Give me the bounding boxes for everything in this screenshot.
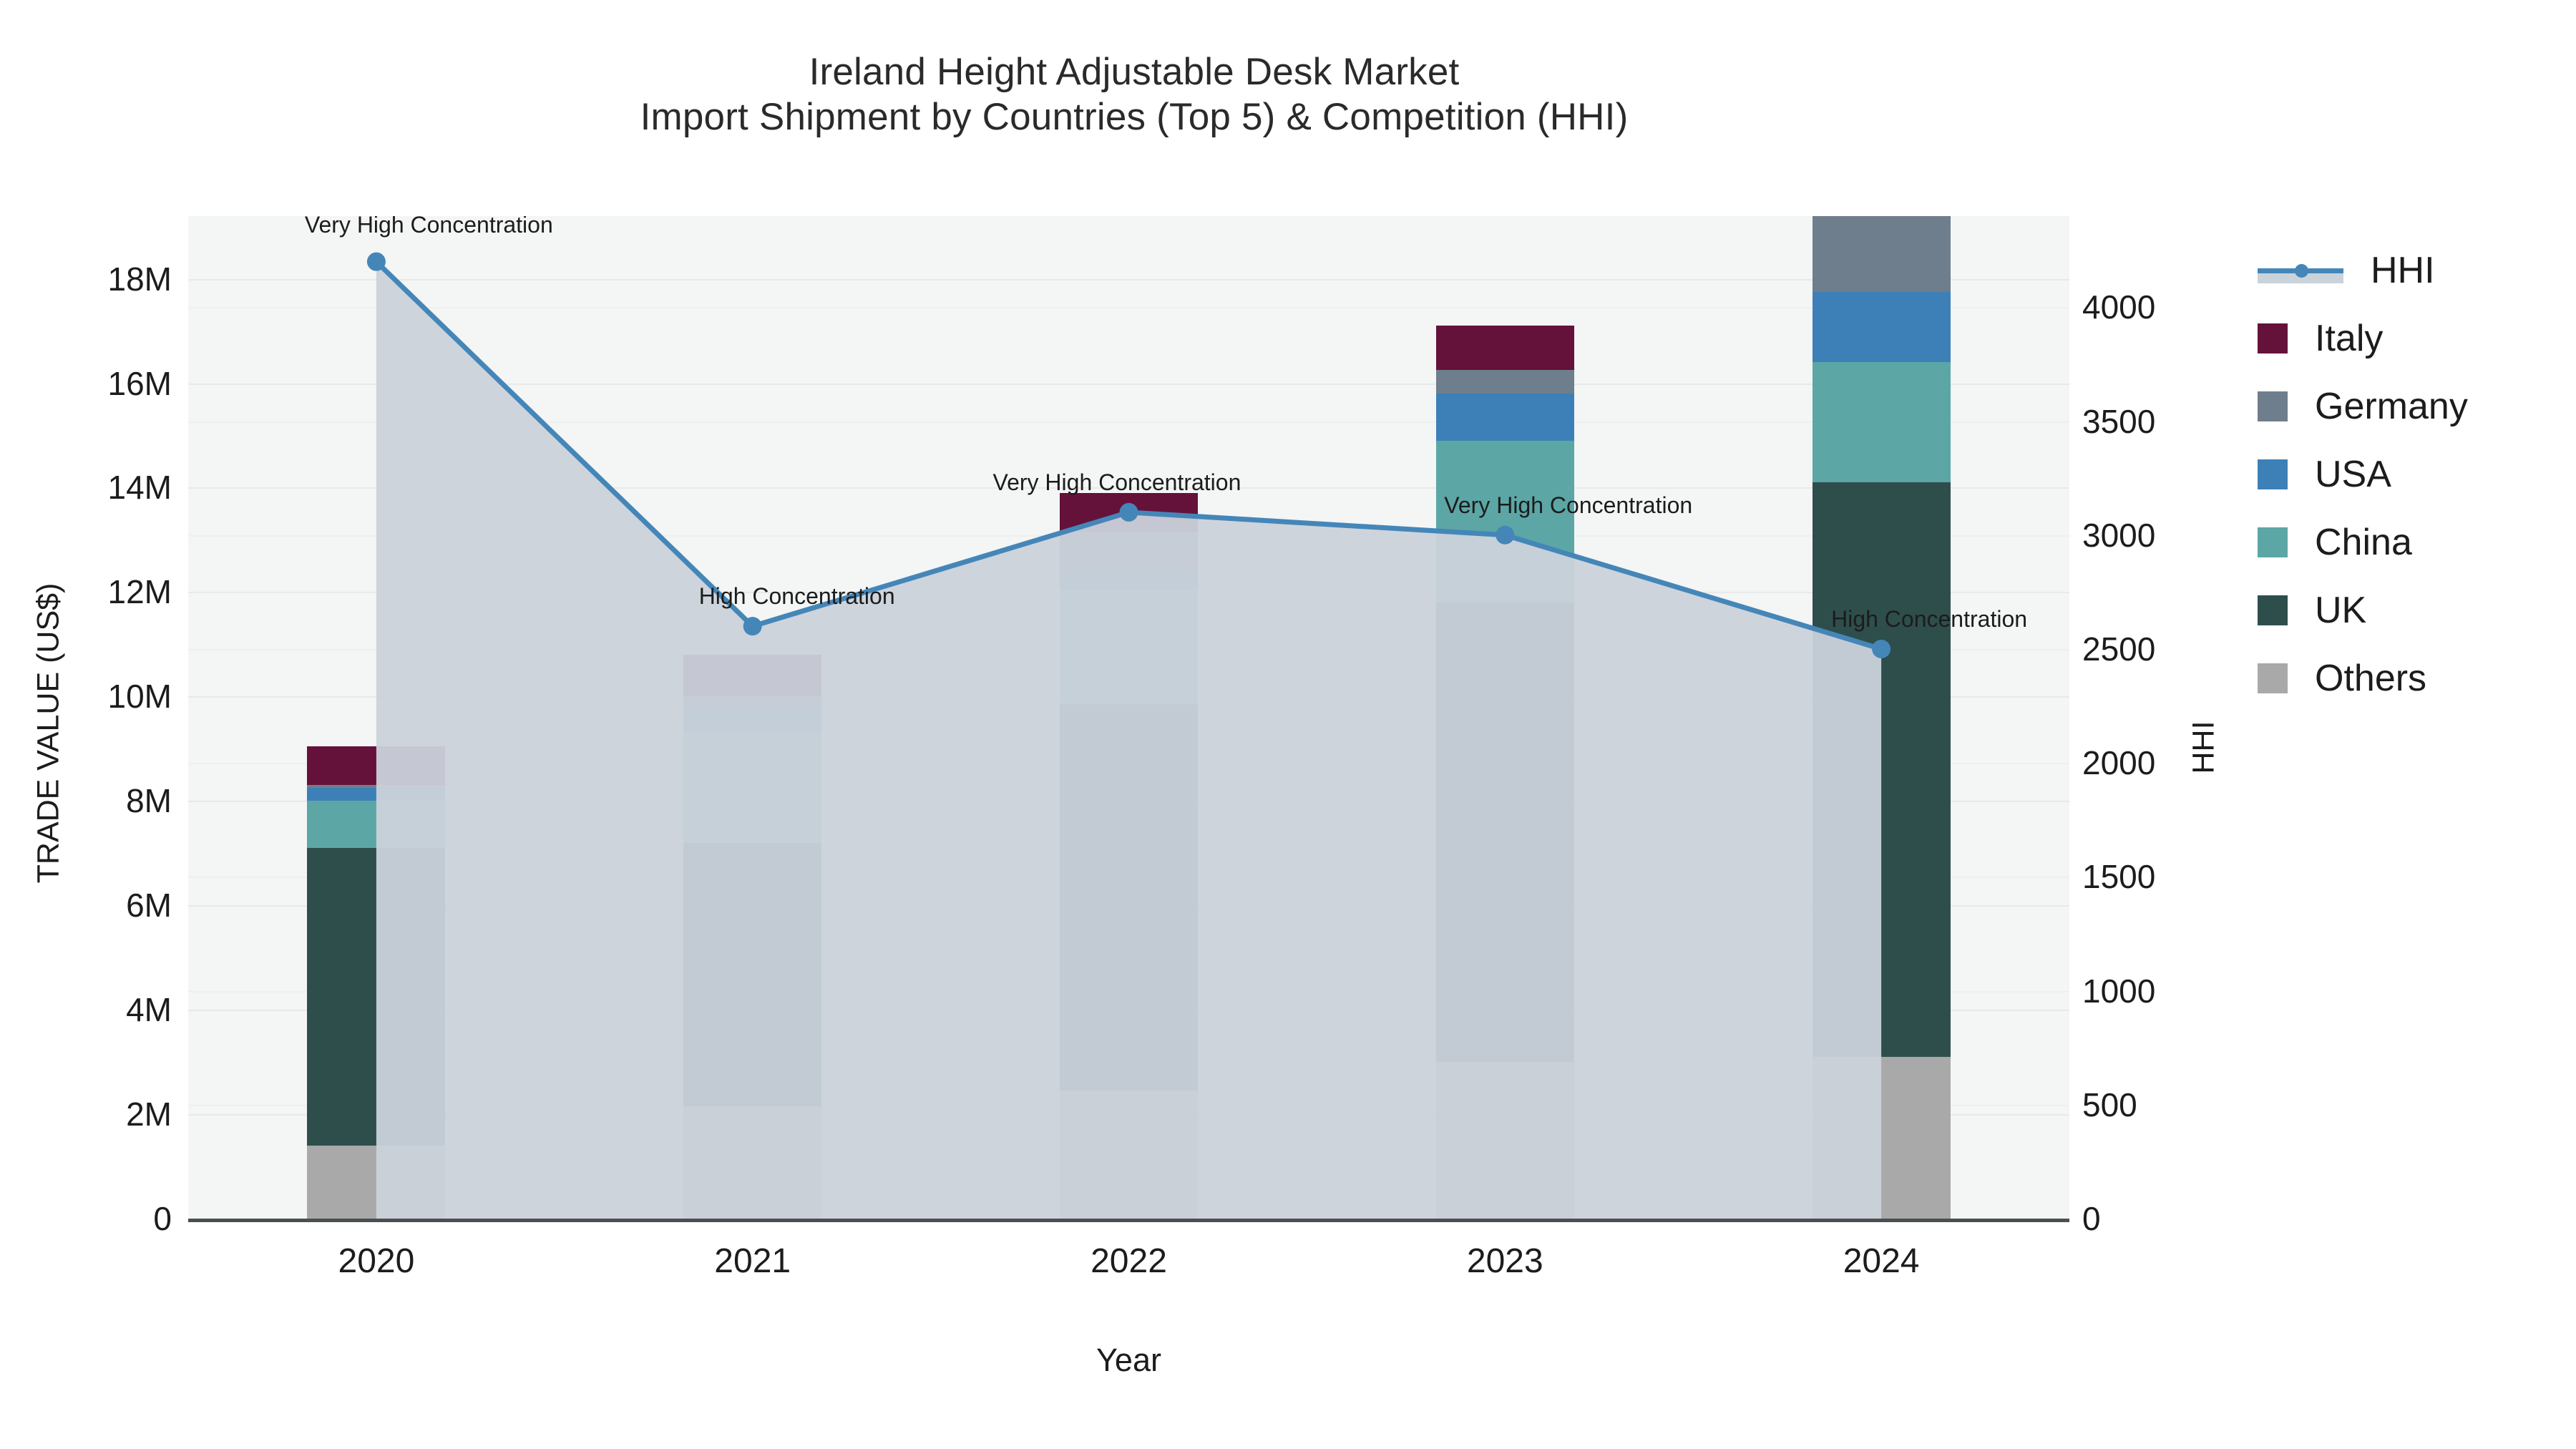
y-tick-left: 8M [126,782,172,820]
y-tick-left: 16M [107,364,172,402]
y-tick-right: 2500 [2082,630,2156,668]
y-tick-left: 10M [107,678,172,716]
hhi-point-2022[interactable] [1119,502,1138,522]
hhi-annotation-2020: Very High Concentration [304,216,553,238]
y-tick-right: 3000 [2082,516,2156,554]
y-tick-left: 0 [153,1200,172,1237]
legend-item-china[interactable]: China [2258,508,2468,576]
x-axis-line [188,1219,2069,1222]
bar-segment-germany[interactable] [307,785,446,789]
bar-segment-germany[interactable] [1435,370,1574,394]
y-axis-right-title: HHI [2186,721,2221,774]
y-tick-right: 3500 [2082,402,2156,440]
legend-swatch-china [2258,527,2288,557]
legend-line-marker [2295,263,2308,278]
legend-item-others[interactable]: Others [2258,644,2468,712]
hhi-point-2024[interactable] [1872,639,1891,658]
y-tick-right: 500 [2082,1085,2137,1123]
gridline-right [188,421,2069,423]
y-tick-left: 4M [126,991,172,1029]
y-tick-left: 2M [126,1096,172,1133]
y-tick-right: 0 [2082,1200,2101,1237]
bar-segment-usa[interactable] [1435,394,1574,441]
chart-legend: HHI Italy Germany USA China UK Others [2258,236,2468,712]
bar-segment-china[interactable] [1812,362,1951,483]
legend-label: Others [2315,657,2427,699]
legend-item-usa[interactable]: USA [2258,440,2468,508]
gridline-left [188,487,2069,489]
legend-label: China [2315,521,2412,563]
hhi-annotation-2022: Very High Concentration [992,469,1241,495]
x-axis-title: Year [1096,1342,1161,1378]
hhi-annotation-2023: Very High Concentration [1444,492,1693,518]
y-tick-left: 12M [107,573,172,611]
legend-label: HHI [2371,249,2435,291]
gridline-left [188,278,2069,280]
x-tick-2024: 2024 [1843,1242,1920,1280]
hhi-annotation-2021: High Concentration [698,583,895,610]
legend-swatch-others [2258,663,2288,693]
legend-label: Italy [2315,317,2384,359]
bar-segment-germany[interactable] [1812,216,1951,292]
title-line-1: Ireland Height Adjustable Desk Market [809,51,1460,93]
x-tick-2021: 2021 [714,1242,791,1280]
y-tick-right: 4000 [2082,288,2156,326]
legend-item-germany[interactable]: Germany [2258,372,2468,440]
y-tick-right: 2000 [2082,744,2156,782]
hhi-point-2021[interactable] [743,617,762,636]
legend-item-hhi[interactable]: HHI [2258,236,2468,304]
gridline-left [188,383,2069,385]
legend-label: Germany [2315,385,2468,427]
plot-area: Very High Concentration High Concentratio… [188,216,2069,1219]
bar-segment-usa[interactable] [1812,291,1951,363]
gridline-right [188,307,2069,309]
chart-title: Ireland Height Adjustable Desk Market Im… [0,50,2268,140]
legend-swatch-uk [2258,595,2288,625]
legend-label: UK [2315,589,2367,631]
legend-item-uk[interactable]: UK [2258,576,2468,644]
x-tick-2022: 2022 [1091,1242,1167,1280]
x-tick-2020: 2020 [338,1242,415,1280]
hhi-annotation-2024: High Concentration [1831,605,2028,632]
y-tick-right: 1000 [2082,972,2156,1010]
hhi-point-2020[interactable] [366,252,386,271]
hhi-area-fill [376,261,1882,1219]
legend-item-italy[interactable]: Italy [2258,304,2468,372]
hhi-point-2023[interactable] [1496,525,1515,545]
hhi-line-overlay [366,252,1891,1219]
y-tick-left: 14M [107,469,172,507]
y-axis-left-title: TRADE VALUE (US$) [31,582,66,884]
legend-swatch-germany [2258,391,2288,421]
y-tick-right: 1500 [2082,858,2156,896]
legend-line-icon [2258,255,2343,286]
x-tick-2023: 2023 [1466,1242,1543,1280]
legend-label: USA [2315,453,2391,495]
plot-inner: Very High Concentration High Concentratio… [188,216,2069,1219]
title-line-2: Import Shipment by Countries (Top 5) & C… [640,95,1629,138]
y-tick-left: 6M [126,887,172,924]
legend-swatch-italy [2258,323,2288,353]
y-tick-left: 18M [107,260,172,298]
bar-segment-italy[interactable] [1435,326,1574,371]
legend-swatch-usa [2258,459,2288,489]
